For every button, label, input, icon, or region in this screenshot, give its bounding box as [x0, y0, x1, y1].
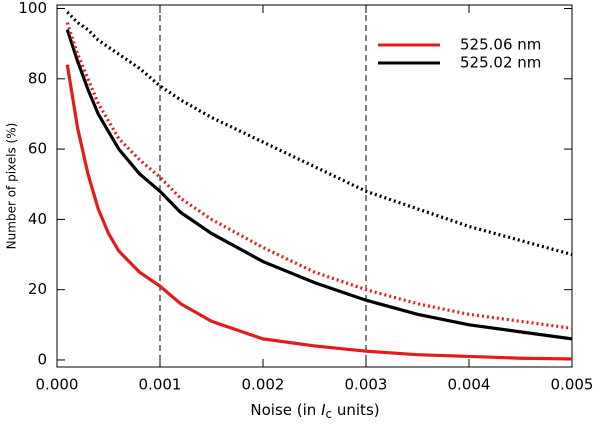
line	[65, 22, 573, 330]
legend-label: 525.02 nm	[460, 54, 541, 72]
y-axis-label: Number of pixels (%)	[5, 123, 19, 250]
x-tick-label: 0.002	[242, 376, 285, 394]
y-tick-label: 20	[28, 280, 47, 298]
x-tick-label: 0.001	[139, 376, 182, 394]
x-axis-label: Noise (in Ic units)	[250, 401, 379, 421]
legend-label: 525.06 nm	[460, 36, 541, 54]
line	[65, 29, 573, 341]
y-tick-label: 0	[37, 350, 47, 368]
y-tick-label: 100	[18, 0, 47, 17]
x-tick-label: 0.005	[551, 376, 594, 394]
plot-frame	[56, 4, 573, 368]
x-tick-label: 0.003	[345, 376, 388, 394]
y-tick-label: 80	[28, 69, 47, 87]
y-tick-label: 60	[28, 140, 47, 158]
x-tick-label: 0.004	[448, 376, 491, 394]
y-tick-label: 40	[28, 210, 47, 228]
x-tick-label: 0.000	[36, 376, 79, 394]
line	[65, 64, 573, 361]
